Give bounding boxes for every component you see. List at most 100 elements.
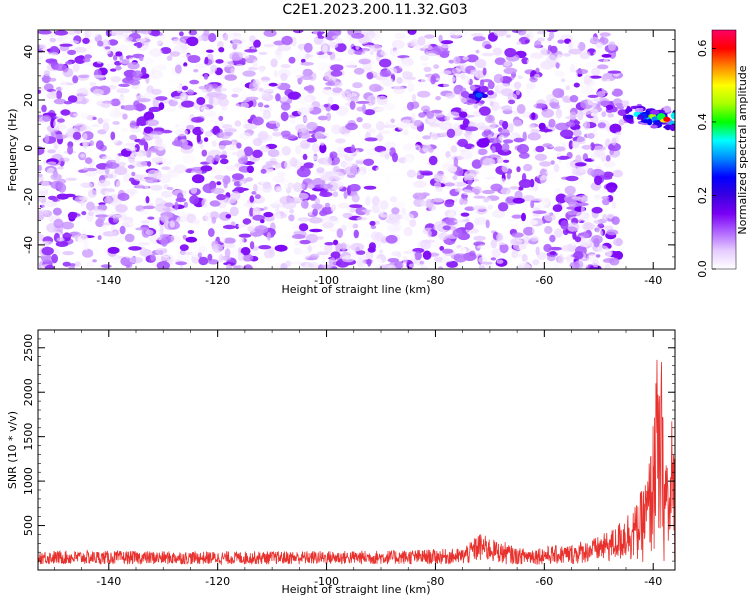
spectrogram-cell [199,143,204,149]
spectrogram-cell [38,89,42,94]
spectrogram-cell [151,30,161,37]
spectrogram-cell [49,45,59,55]
spectrogram-cell [317,35,325,39]
spectrogram-cell [232,265,237,269]
spectrogram-cell [419,55,430,62]
spectrogram-cell [475,217,487,225]
spectrogram-feature-cell [676,125,684,130]
spectrogram-cell [427,229,432,238]
x-tick-label: -60 [535,274,553,287]
spectrogram-cell [552,80,565,91]
x-tick-label: -140 [96,274,121,287]
spectrogram-cell [526,186,539,191]
spectrogram-cell [356,216,368,221]
spectrogram-cell [487,134,492,140]
spectrogram-cell [316,251,329,256]
spectrogram-cell [274,261,281,269]
spectrogram-cell [268,195,282,205]
spectrogram-cell [530,200,535,209]
spectrogram-cell [39,44,48,49]
spectrogram-cell [556,152,562,158]
spectrogram-cell [592,259,600,268]
spectrogram-cell [319,183,334,189]
spectrogram-cell [201,198,208,208]
spectrogram-cell [200,123,208,133]
spectrogram-cell [316,236,324,240]
spectrogram-cell [399,122,414,128]
spectrogram-cell [583,74,592,85]
spectrogram-cell [604,263,611,269]
spectrogram-feature-cell [670,112,675,120]
spectrogram-cell [428,155,438,166]
spectrogram-cell [231,93,239,98]
spectrogram-cell [503,159,510,163]
snr-frame [37,329,676,571]
spectrogram-cell [72,131,82,140]
spectrogram-cell [225,214,232,219]
spectrogram-cell [153,170,162,180]
y-tick-label: 0 [22,145,35,152]
spectrogram-cell [160,47,172,54]
spectrogram-cell [191,116,205,123]
spectrogram-cell [471,159,483,169]
spectrogram-cell [198,85,207,90]
spectrogram-cell [139,209,149,215]
spectrogram-cell [351,193,360,203]
spectrogram-cell [611,88,623,97]
spectrogram-cell [231,247,239,258]
spectrogram-cell [306,34,313,43]
spectrogram-cell [553,146,566,152]
spectrogram-cell [265,87,279,93]
spectrogram-cell [363,185,377,190]
spectrogram-cell [586,164,600,169]
spectrogram-cell [38,30,52,35]
spectrogram-cell [464,173,478,181]
spectrogram-cell [205,83,214,92]
spectrogram-cell [470,33,484,37]
spectrogram-cell [300,61,315,66]
spectrogram-cell [391,207,400,215]
spectrogram-cell [303,116,309,123]
spectrogram-cell [609,257,620,266]
spectrogram-cell [409,218,417,228]
spectrogram-feature-cell [601,111,607,117]
spectrogram-cell [548,246,563,251]
spectrogram-cell [439,246,445,251]
spectrogram-cell [528,132,541,141]
colorbar-ticks: 0.0 0.2 0.4 0.6 [696,40,716,278]
spectrogram-cell [581,85,594,95]
spectrogram-cell [493,73,504,84]
spectrogram-cell [73,30,82,35]
spectrogram-cell [575,68,589,75]
spectrogram-cell [55,90,63,100]
spectrogram-cell [119,225,126,235]
x-tick-label: -120 [205,575,230,588]
spectrogram-cell [231,173,244,180]
spectrogram-cell [459,246,467,254]
spectrogram-cell [125,142,138,147]
spectrogram-cell [258,245,272,250]
spectrogram-cell [417,192,430,197]
spectrogram-cell [80,112,88,119]
spectrogram-cell [231,151,245,156]
spectrogram-cell [346,93,352,102]
spectrogram-cell [107,39,119,46]
spectrogram-cell [52,207,62,216]
spectrogram-cell [574,162,587,167]
spectrogram-cell [249,35,256,43]
spectrogram-cell [288,214,295,222]
spectrogram-cell [259,145,270,153]
spectrogram-cell [460,73,466,80]
spectrogram-cell [464,222,474,231]
spectrogram-cell [501,105,513,112]
spectrogram-cell [501,164,509,173]
spectrogram-cell [82,58,91,63]
spectrogram-cell [552,88,565,99]
spectrogram-y-axis: -40 -20 0 20 40 [22,39,675,270]
spectrogram-cell [402,107,408,112]
spectrogram-feature-cell [460,91,470,98]
spectrogram-cell [477,148,488,155]
spectrogram-cell [555,193,567,204]
spectrogram-cell [598,229,603,237]
